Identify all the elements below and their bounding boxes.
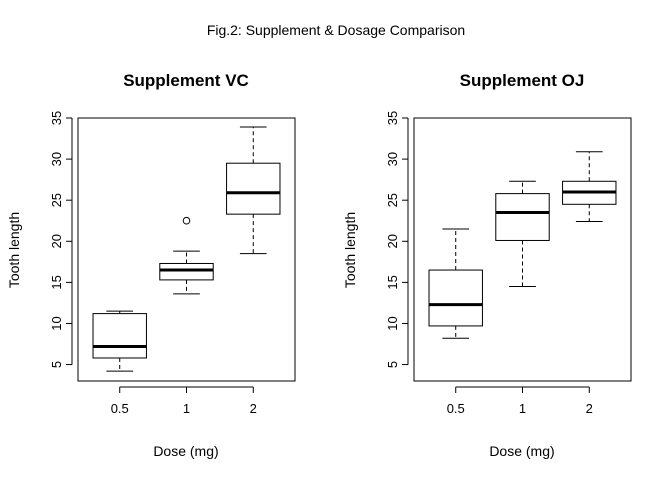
y-tick-label: 10: [49, 316, 64, 330]
y-tick-label: 5: [49, 361, 64, 368]
panel-vc-plot-frame: [77, 117, 296, 382]
y-tick-label: 5: [385, 361, 400, 368]
iqr-box: [92, 313, 147, 359]
panel-vc-x-axis: 0.5 1 2: [111, 386, 257, 416]
box-0-5: [92, 310, 147, 372]
panel-vc: Supplement VC 5 10 15 20 25 30 35 0.5 1 2 Dose (…: [6, 71, 296, 459]
y-tick-label: 20: [385, 234, 400, 248]
panel-oj-title: Supplement OJ: [460, 71, 585, 90]
panel-vc-marks: [92, 126, 281, 372]
figure-title: Fig.2: Supplement & Dosage Comparison: [207, 22, 465, 38]
x-tick-label: 2: [250, 401, 257, 416]
x-tick-label: 0.5: [111, 401, 129, 416]
panel-oj-y-label: Tooth length: [342, 212, 358, 288]
panel-vc-title: Supplement VC: [123, 71, 249, 90]
iqr-box: [495, 193, 550, 241]
x-tick-label: 1: [183, 401, 190, 416]
box-0-5: [428, 228, 483, 339]
panel-vc-y-axis: 5 10 15 20 25 30 35: [49, 111, 73, 368]
iqr-box: [159, 262, 214, 281]
x-tick-label: 0.5: [447, 401, 465, 416]
x-tick-label: 1: [519, 401, 526, 416]
y-tick-label: 25: [49, 193, 64, 207]
y-tick-label: 30: [385, 152, 400, 166]
y-tick-label: 20: [49, 234, 64, 248]
y-tick-label: 10: [385, 316, 400, 330]
box-1: [495, 180, 550, 287]
panel-vc-y-label: Tooth length: [6, 212, 22, 288]
y-tick-label: 35: [385, 111, 400, 125]
outlier-point: [182, 216, 191, 225]
x-tick-label: 2: [586, 401, 593, 416]
panel-vc-x-label: Dose (mg): [153, 443, 218, 459]
iqr-box: [428, 269, 483, 327]
y-tick-label: 25: [385, 193, 400, 207]
panel-oj-x-axis: 0.5 1 2: [447, 386, 593, 416]
y-tick-label: 35: [49, 111, 64, 125]
panel-oj-y-axis: 5 10 15 20 25 30 35: [385, 111, 409, 368]
y-tick-label: 30: [49, 152, 64, 166]
panel-oj: Supplement OJ 5 10 15 20 25 30 35 0.5 1 2 Dose (…: [342, 71, 632, 459]
y-tick-label: 15: [385, 275, 400, 289]
panel-oj-plot-frame: [413, 117, 632, 382]
box-2: [226, 126, 281, 255]
iqr-box: [226, 162, 281, 215]
box-2: [562, 151, 617, 223]
box-1: [159, 216, 214, 295]
panel-oj-x-label: Dose (mg): [489, 443, 554, 459]
y-tick-label: 15: [49, 275, 64, 289]
panel-oj-marks: [428, 151, 617, 339]
